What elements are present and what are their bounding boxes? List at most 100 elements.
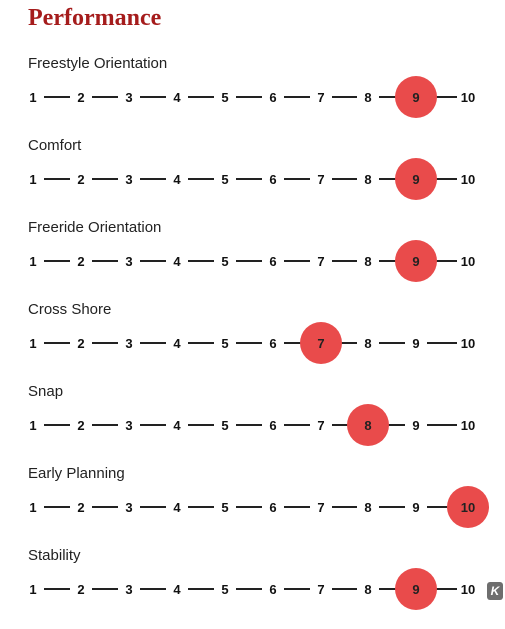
- rating-tick[interactable]: 2: [77, 335, 85, 351]
- rating-tick[interactable]: 1: [29, 89, 37, 105]
- scale-connector-line: [92, 96, 118, 98]
- rating-tick[interactable]: 5: [221, 89, 229, 105]
- rating-tick[interactable]: 5: [221, 253, 229, 269]
- rating-tick[interactable]: 5: [221, 335, 229, 351]
- page-title: Performance: [28, 5, 162, 31]
- rating-tick[interactable]: 10: [460, 417, 476, 433]
- rating-label: Early Planning: [28, 465, 125, 482]
- rating-tick[interactable]: 3: [125, 581, 133, 597]
- rating-tick[interactable]: 4: [173, 335, 181, 351]
- rating-tick[interactable]: 9: [412, 417, 420, 433]
- scale-connector-line: [284, 178, 310, 180]
- rating-tick[interactable]: 2: [77, 171, 85, 187]
- rating-tick[interactable]: 7: [317, 499, 325, 515]
- scale-connector-line: [332, 424, 357, 426]
- rating-tick[interactable]: 2: [77, 417, 85, 433]
- rating-tick[interactable]: 6: [269, 499, 277, 515]
- scale-connector-line: [92, 506, 118, 508]
- rating-tick[interactable]: 3: [125, 171, 133, 187]
- rating-tick[interactable]: 10: [460, 171, 476, 187]
- scale-connector-line: [236, 342, 262, 344]
- rating-tick[interactable]: 1: [29, 499, 37, 515]
- rating-tick[interactable]: 1: [29, 581, 37, 597]
- rating-tick[interactable]: 3: [125, 335, 133, 351]
- rating-tick[interactable]: 5: [221, 417, 229, 433]
- rating-selected-marker[interactable]: 8: [347, 404, 389, 446]
- scale-connector-line: [188, 424, 214, 426]
- rating-tick[interactable]: 8: [364, 253, 372, 269]
- rating-tick[interactable]: 1: [29, 335, 37, 351]
- rating-row-freestyle-orientation: Freestyle Orientation 1 2 3 4 5 6 7 8 9 10: [0, 55, 505, 137]
- rating-tick[interactable]: 4: [173, 581, 181, 597]
- rating-tick[interactable]: 7: [317, 581, 325, 597]
- rating-tick[interactable]: 1: [29, 417, 37, 433]
- rating-tick[interactable]: 8: [364, 581, 372, 597]
- rating-tick[interactable]: 4: [173, 89, 181, 105]
- rating-tick[interactable]: 5: [221, 581, 229, 597]
- rating-tick[interactable]: 6: [269, 171, 277, 187]
- rating-scale: 1 2 3 4 5 6 7 8 9 10: [0, 321, 505, 365]
- rating-tick[interactable]: 2: [77, 89, 85, 105]
- rating-tick[interactable]: 2: [77, 499, 85, 515]
- rating-selected-marker[interactable]: 7: [300, 322, 342, 364]
- rating-row-freeride-orientation: Freeride Orientation 1 2 3 4 5 6 7 8 9 10: [0, 219, 505, 301]
- rating-tick[interactable]: 10: [460, 335, 476, 351]
- rating-selected-marker[interactable]: 9: [395, 76, 437, 118]
- rating-tick[interactable]: 6: [269, 253, 277, 269]
- rating-tick[interactable]: 2: [77, 253, 85, 269]
- rating-label: Cross Shore: [28, 301, 112, 318]
- rating-tick[interactable]: 3: [125, 499, 133, 515]
- rating-tick[interactable]: 8: [364, 499, 372, 515]
- rating-scale: 1 2 3 4 5 6 7 8 9 10: [0, 239, 505, 283]
- scale-connector-line: [236, 260, 262, 262]
- rating-tick[interactable]: 7: [317, 89, 325, 105]
- scale-connector-line: [140, 260, 166, 262]
- rating-selected-marker[interactable]: 9: [395, 158, 437, 200]
- scale-connector-line: [236, 588, 262, 590]
- rating-tick[interactable]: 10: [460, 89, 476, 105]
- scale-connector-line: [427, 588, 457, 590]
- rating-tick[interactable]: 5: [221, 171, 229, 187]
- rating-scale: 1 2 3 4 5 6 7 8 9 10: [0, 157, 505, 201]
- rating-tick[interactable]: 4: [173, 417, 181, 433]
- rating-tick[interactable]: 4: [173, 253, 181, 269]
- scale-connector-line: [236, 506, 262, 508]
- rating-tick[interactable]: 7: [317, 417, 325, 433]
- rating-tick[interactable]: 7: [317, 171, 325, 187]
- rating-tick[interactable]: 2: [77, 581, 85, 597]
- rating-tick[interactable]: 5: [221, 499, 229, 515]
- rating-selected-marker[interactable]: 9: [395, 240, 437, 282]
- rating-tick[interactable]: 6: [269, 89, 277, 105]
- scale-connector-line: [284, 424, 310, 426]
- k-logo-icon[interactable]: K: [487, 582, 503, 600]
- rating-tick[interactable]: 9: [412, 499, 420, 515]
- rating-tick[interactable]: 9: [412, 335, 420, 351]
- rating-tick[interactable]: 8: [364, 171, 372, 187]
- scale-connector-line: [140, 178, 166, 180]
- rating-tick[interactable]: 1: [29, 253, 37, 269]
- rating-tick[interactable]: 7: [317, 253, 325, 269]
- rating-tick[interactable]: 1: [29, 171, 37, 187]
- scale-connector-line: [140, 424, 166, 426]
- rating-tick[interactable]: 10: [460, 581, 476, 597]
- rating-selected-marker[interactable]: 9: [395, 568, 437, 610]
- rating-tick[interactable]: 3: [125, 417, 133, 433]
- scale-connector-line: [332, 96, 357, 98]
- rating-tick[interactable]: 4: [173, 171, 181, 187]
- rating-label: Freeride Orientation: [28, 219, 162, 236]
- rating-row-early-planning: Early Planning 1 2 3 4 5 6 7 8 9 10: [0, 465, 505, 547]
- rating-tick[interactable]: 3: [125, 253, 133, 269]
- rating-tick[interactable]: 6: [269, 335, 277, 351]
- scale-connector-line: [92, 178, 118, 180]
- scale-connector-line: [188, 588, 214, 590]
- rating-label: Freestyle Orientation: [28, 55, 168, 72]
- rating-selected-marker[interactable]: 10: [447, 486, 489, 528]
- rating-tick[interactable]: 6: [269, 581, 277, 597]
- rating-tick[interactable]: 10: [460, 253, 476, 269]
- rating-row-snap: Snap 1 2 3 4 5 6 7 8 9 10: [0, 383, 505, 465]
- rating-tick[interactable]: 8: [364, 89, 372, 105]
- rating-tick[interactable]: 4: [173, 499, 181, 515]
- rating-tick[interactable]: 6: [269, 417, 277, 433]
- rating-tick[interactable]: 8: [364, 335, 372, 351]
- rating-tick[interactable]: 3: [125, 89, 133, 105]
